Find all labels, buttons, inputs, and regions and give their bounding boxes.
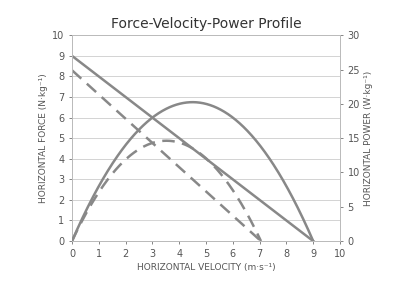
Title: Force-Velocity-Power Profile: Force-Velocity-Power Profile	[111, 17, 301, 31]
X-axis label: HORIZONTAL VELOCITY (m·s⁻¹): HORIZONTAL VELOCITY (m·s⁻¹)	[137, 263, 275, 272]
Y-axis label: HORIZONTAL FORCE (N·kg⁻¹): HORIZONTAL FORCE (N·kg⁻¹)	[39, 73, 48, 203]
Y-axis label: HORIZONTAL POWER (W·kg⁻¹): HORIZONTAL POWER (W·kg⁻¹)	[364, 71, 373, 206]
